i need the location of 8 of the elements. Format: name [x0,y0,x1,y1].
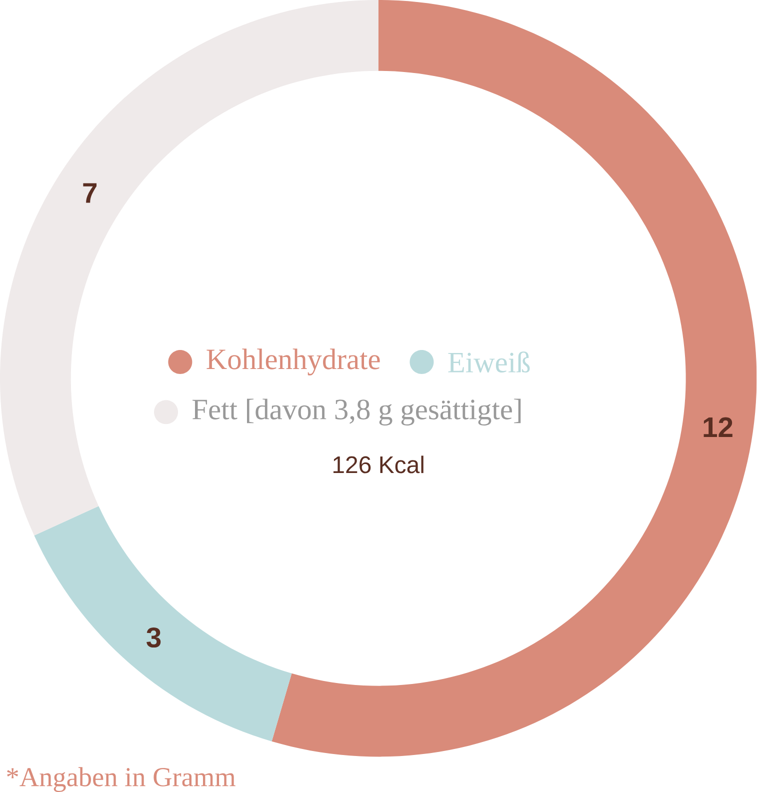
data-label: 7 [83,183,97,203]
data-label: 3 [146,627,161,648]
text: *Angaben in Gramm [7,767,236,792]
legend-label: Eiweiß [448,351,530,373]
data-label: 12 [704,417,733,438]
legend-label: Kohlenhydrate [206,348,380,376]
legend-label: Fett [davon 3,8 g gesättigte] [192,398,521,426]
text: 126 Kcal [334,456,424,474]
